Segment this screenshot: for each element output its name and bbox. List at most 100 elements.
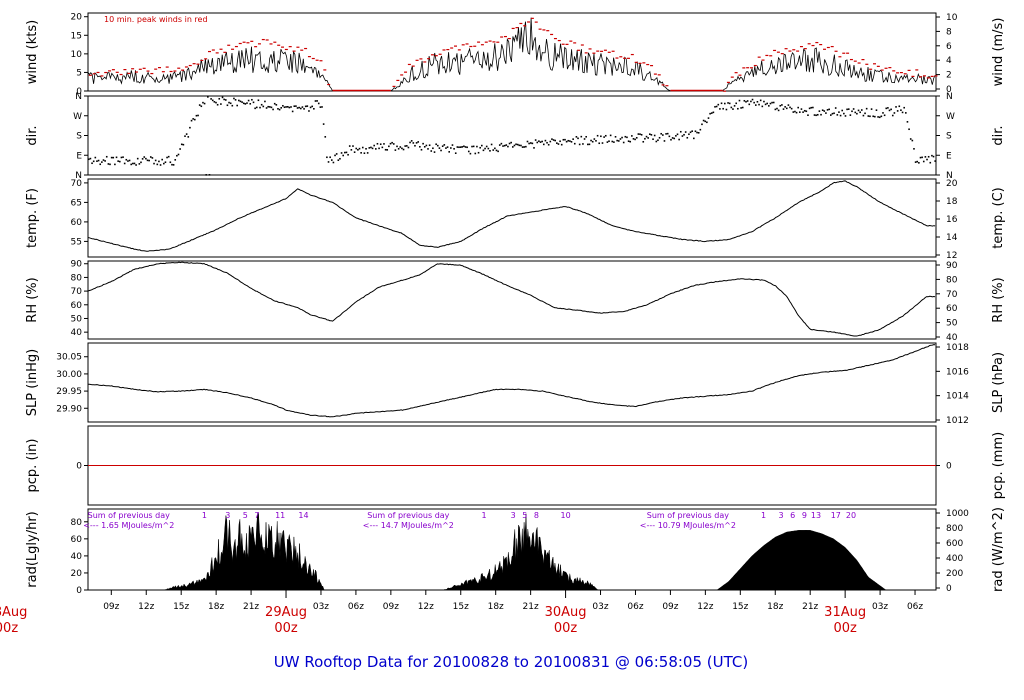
direction-point xyxy=(402,148,405,151)
wind-right-tick-label: 0 xyxy=(946,85,952,95)
direction-point xyxy=(158,160,160,163)
direction-point xyxy=(200,105,203,108)
date-hour-label: 00z xyxy=(554,621,578,636)
rad-hour-mark: 3 xyxy=(225,511,230,520)
direction-point xyxy=(560,143,563,146)
direction-point xyxy=(384,148,387,151)
direction-point xyxy=(482,149,485,152)
direction-point xyxy=(539,141,542,143)
direction-point xyxy=(288,106,291,109)
slp-ylabel-right: SLP (hPa) xyxy=(991,352,1006,413)
rad-right-tick-label: 200 xyxy=(946,569,963,579)
direction-point xyxy=(932,155,935,158)
rad-right-tick-label: 800 xyxy=(946,524,963,534)
rad-sum-label: Sum of previous day xyxy=(367,511,449,520)
x-tick-label: 06z xyxy=(348,602,364,612)
direction-point xyxy=(301,106,304,108)
direction-point xyxy=(210,98,212,100)
direction-point xyxy=(179,148,181,150)
direction-point xyxy=(187,136,190,138)
direction-point xyxy=(205,174,208,176)
direction-point xyxy=(841,109,844,112)
direction-point xyxy=(596,134,599,137)
direction-point xyxy=(934,160,936,162)
direction-point xyxy=(278,108,281,111)
direction-point xyxy=(319,106,322,108)
direction-point xyxy=(753,101,755,104)
direction-point xyxy=(197,114,199,117)
direction-point xyxy=(785,107,788,110)
direction-point xyxy=(347,153,349,156)
rh-ylabel-right: RH (%) xyxy=(991,277,1006,322)
direction-point xyxy=(410,140,413,142)
direction-point xyxy=(339,157,341,160)
direction-point xyxy=(321,106,323,108)
rad-right-tick-label: 0 xyxy=(946,584,952,594)
direction-point xyxy=(777,109,780,112)
direction-point xyxy=(213,101,216,103)
direction-point xyxy=(862,114,865,117)
direction-point xyxy=(728,102,731,105)
direction-point xyxy=(856,112,858,115)
dir-ylabel-right: dir. xyxy=(991,125,1006,145)
direction-point xyxy=(89,157,92,160)
direction-point xyxy=(151,157,154,159)
direction-point xyxy=(648,133,651,135)
rad-ylabel: rad(Lgly/hr) xyxy=(25,511,40,587)
direction-point xyxy=(128,159,131,162)
direction-point xyxy=(404,145,406,147)
rad-sum-label: Sum of previous day xyxy=(647,511,729,520)
slp-left-tick-label: 29.90 xyxy=(56,404,82,414)
direction-point xyxy=(156,163,159,166)
direction-point xyxy=(130,163,132,166)
direction-point xyxy=(686,136,689,139)
direction-point xyxy=(820,113,822,116)
direction-point xyxy=(360,152,362,154)
temp-left-tick-label: 70 xyxy=(71,179,83,189)
direction-point xyxy=(658,136,661,139)
direction-point xyxy=(357,149,359,151)
rh-panel: 40 50 60 70 80 90 40 50 60 70 80 90 RH (%) RH (%) xyxy=(25,260,1006,343)
direction-point xyxy=(383,143,385,145)
direction-point xyxy=(769,102,772,105)
direction-point xyxy=(174,159,177,161)
direction-point xyxy=(512,146,514,148)
rad-hour-mark: 5 xyxy=(522,511,527,520)
direction-point xyxy=(215,101,217,104)
rad-left-tick-label: 80 xyxy=(71,518,83,528)
direction-point xyxy=(542,143,545,146)
direction-point xyxy=(702,119,705,122)
slp-right-tick-label: 1016 xyxy=(946,367,969,377)
direction-point xyxy=(883,114,886,117)
rad-left-tick-label: 40 xyxy=(71,552,83,562)
direction-point xyxy=(743,99,746,102)
direction-point xyxy=(169,161,172,164)
direction-point xyxy=(477,151,480,154)
direction-point xyxy=(572,138,574,140)
direction-point xyxy=(833,112,835,115)
x-tick-label: 12z xyxy=(697,602,713,612)
rad-left-tick-label: 20 xyxy=(71,569,83,579)
direction-point xyxy=(694,130,697,133)
direction-point xyxy=(591,140,594,143)
direction-point xyxy=(355,147,358,150)
direction-point xyxy=(867,115,870,117)
direction-point xyxy=(701,123,703,126)
direction-point xyxy=(872,115,874,118)
rh-right-tick-label: 90 xyxy=(946,261,958,271)
wind-right-tick-label: 4 xyxy=(946,56,952,66)
direction-point xyxy=(662,134,664,136)
direction-point xyxy=(738,99,741,102)
direction-point xyxy=(252,101,255,104)
direction-point xyxy=(92,160,95,163)
wind-left-tick-label: 15 xyxy=(71,31,82,41)
direction-point xyxy=(529,142,532,144)
direction-point xyxy=(190,119,193,122)
direction-point xyxy=(675,135,677,137)
direction-point xyxy=(159,164,162,166)
direction-point xyxy=(750,100,752,103)
direction-point xyxy=(618,140,620,142)
direction-point xyxy=(802,111,804,113)
temp-right-tick-label: 14 xyxy=(946,233,958,243)
slp-ylabel: SLP (inHg) xyxy=(25,349,40,417)
